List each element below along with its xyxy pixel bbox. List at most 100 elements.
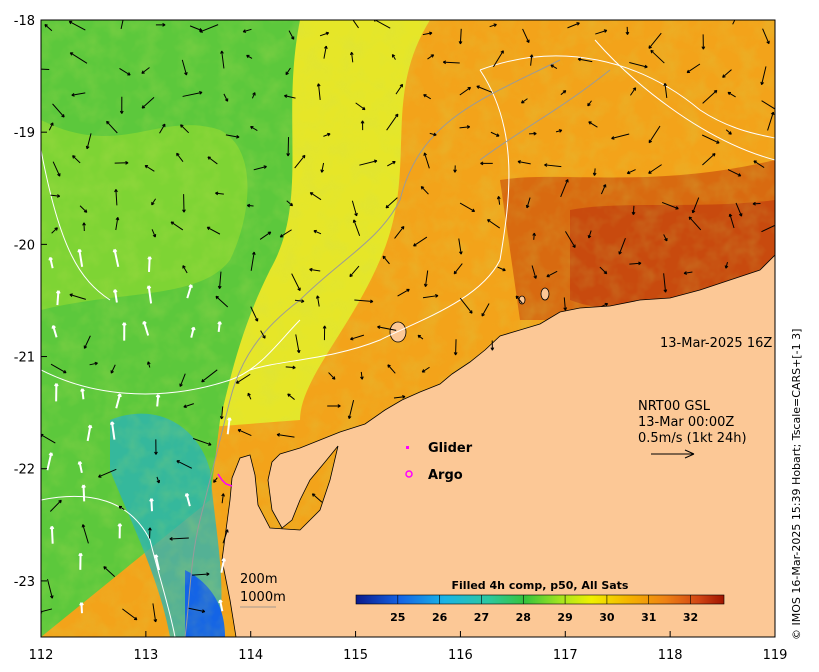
- current-arrow: [762, 28, 770, 45]
- current-arrow: [151, 229, 157, 238]
- lon-tick-label: 112: [29, 648, 54, 663]
- current-arrow: [625, 26, 630, 35]
- current-arrow: [223, 93, 229, 102]
- detail-line: [184, 59, 561, 637]
- current-arrow: [650, 49, 665, 64]
- current-arrow: [147, 256, 152, 272]
- colorbar-title: Filled 4h comp, p50, All Sats: [452, 579, 629, 592]
- current-arrow: [50, 363, 67, 374]
- current-arrow: [422, 294, 439, 299]
- current-arrow: [115, 393, 122, 409]
- contour-line: [41, 149, 111, 301]
- current-arrow: [316, 83, 321, 100]
- current-arrow: [724, 262, 729, 269]
- current-arrow: [688, 216, 702, 231]
- current-arrow: [52, 103, 65, 118]
- current-arrow: [225, 134, 240, 139]
- current-arrow: [176, 152, 184, 163]
- current-arrow: [760, 66, 767, 86]
- lat-tick-label: -21: [14, 351, 35, 366]
- current-arrow: [69, 293, 86, 300]
- current-arrow: [55, 290, 61, 306]
- current-arrow: [550, 64, 558, 70]
- current-arrow: [532, 232, 537, 240]
- current-arrow: [629, 62, 648, 69]
- current-arrow: [546, 270, 558, 278]
- current-arrow: [71, 92, 86, 97]
- current-arrow: [110, 364, 116, 374]
- current-arrow: [51, 227, 58, 234]
- current-arrow: [235, 373, 251, 384]
- current-arrow: [728, 213, 735, 229]
- current-arrow: [391, 54, 396, 60]
- current-arrow: [349, 51, 354, 63]
- current-arrow: [148, 527, 152, 539]
- current-arrow: [44, 23, 53, 32]
- bathymetry-contours: [41, 39, 775, 637]
- current-arrow: [52, 161, 61, 177]
- current-arrow: [525, 197, 531, 209]
- current-arrow: [702, 153, 716, 166]
- current-arrow: [219, 406, 224, 420]
- current-arrow: [387, 364, 396, 374]
- current-arrow: [237, 428, 252, 437]
- current-arrow: [350, 334, 365, 341]
- contour-line: [41, 319, 301, 395]
- current-arrow: [496, 196, 501, 205]
- current-arrow: [517, 160, 531, 165]
- current-arrow: [182, 194, 186, 213]
- current-arrow: [286, 137, 291, 157]
- current-arrow: [152, 603, 158, 623]
- current-arrow: [72, 155, 81, 164]
- current-arrow: [311, 493, 323, 503]
- current-arrow: [531, 265, 538, 279]
- current-arrow: [442, 60, 460, 65]
- current-arrow: [360, 371, 364, 380]
- current-arrow: [220, 557, 226, 573]
- current-arrow: [458, 238, 463, 255]
- argo-legend-label: Argo: [428, 468, 463, 483]
- current-arrow: [453, 165, 457, 173]
- current-arrow: [83, 335, 91, 349]
- latitude-axis: -18 -19 -20 -21 -22 -23: [14, 14, 47, 590]
- current-arrow: [115, 217, 120, 231]
- current-arrow: [81, 524, 89, 544]
- current-arrow: [151, 198, 157, 206]
- colorbar-tick-label: 29: [557, 611, 572, 624]
- current-arrow: [423, 270, 429, 287]
- current-arrow: [106, 120, 118, 134]
- island: [540, 287, 550, 301]
- current-arrow: [752, 201, 761, 206]
- current-arrow: [453, 263, 463, 275]
- current-arrow: [220, 50, 225, 69]
- current-arrow: [246, 203, 254, 208]
- current-arrow: [109, 421, 116, 440]
- current-arrow: [544, 163, 562, 168]
- current-arrow: [423, 152, 430, 169]
- current-arrow: [80, 388, 85, 400]
- current-arrow: [49, 525, 55, 544]
- current-arrow: [319, 31, 330, 37]
- land-mass: [221, 254, 775, 637]
- current-arrow: [155, 22, 166, 27]
- current-arrow: [349, 265, 360, 278]
- current-arrow: [201, 369, 218, 383]
- current-arrow: [359, 159, 378, 166]
- current-arrow: [98, 468, 117, 478]
- colorbar-tick-label: 31: [641, 611, 656, 624]
- current-arrow: [611, 133, 630, 140]
- current-arrow: [82, 222, 86, 232]
- colorbar-tick-label: 28: [516, 611, 531, 624]
- current-arrow: [630, 87, 637, 96]
- glider-track: [217, 473, 233, 487]
- current-arrow: [360, 120, 365, 131]
- current-arrow: [393, 395, 406, 399]
- current-arrow: [413, 236, 428, 247]
- current-arrow: [114, 160, 129, 165]
- current-arrow: [251, 92, 256, 99]
- current-arrow: [119, 96, 124, 114]
- current-arrow: [725, 129, 732, 135]
- glider-marker: [406, 446, 409, 449]
- current-arrow: [146, 361, 151, 368]
- contour-1000m-label: 1000m: [240, 590, 286, 605]
